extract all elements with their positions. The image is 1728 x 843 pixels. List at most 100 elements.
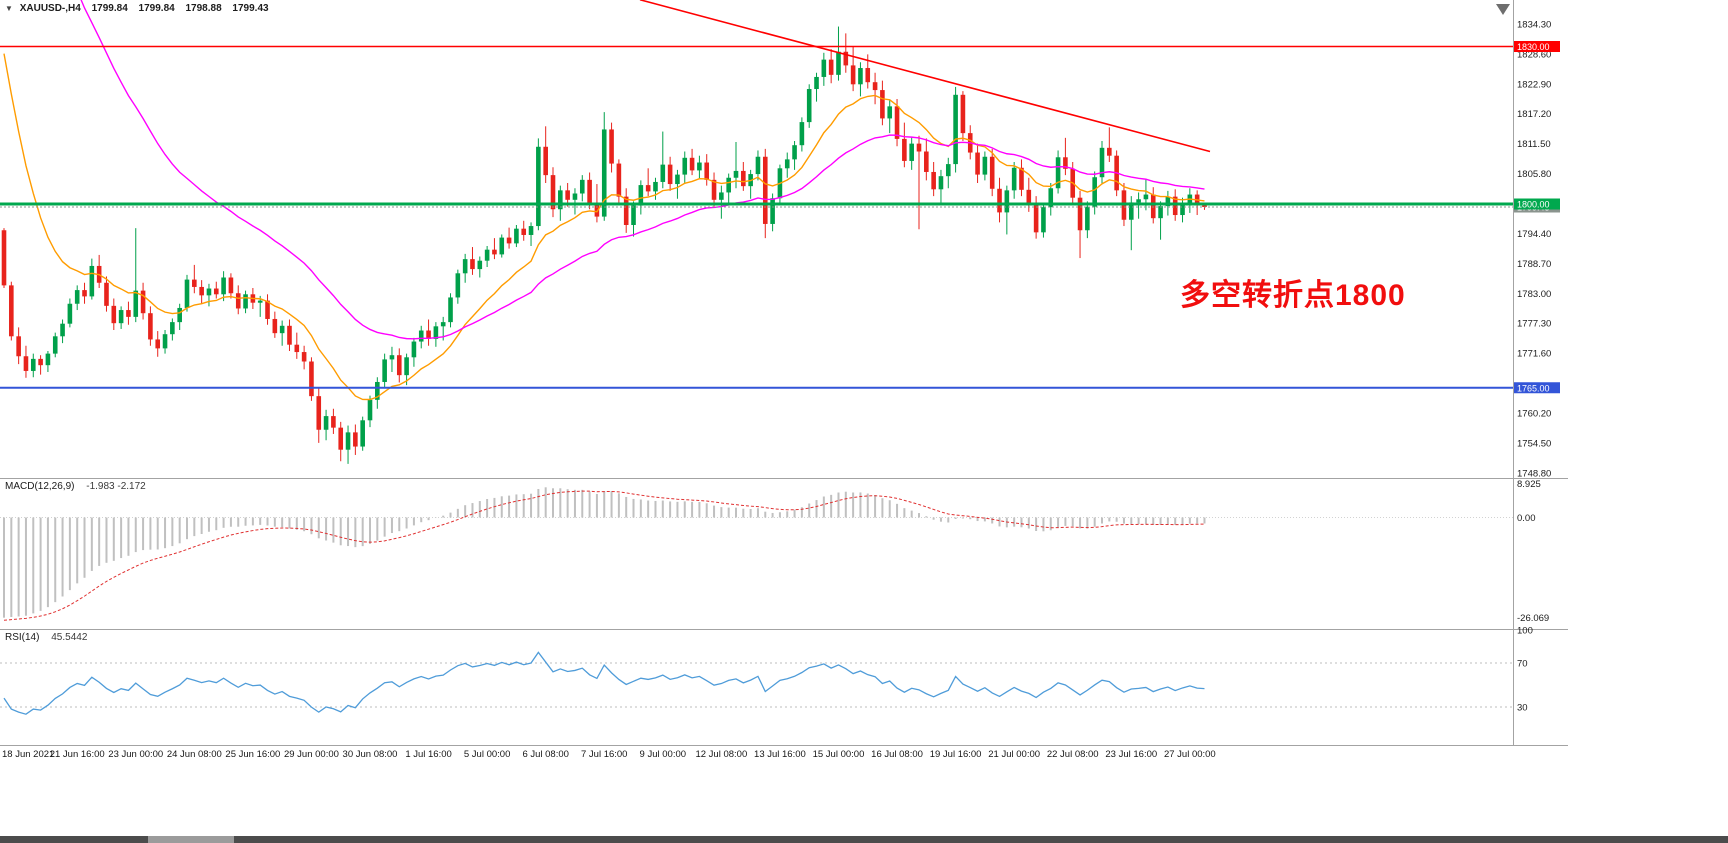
badge-1765: 1765.00 [1514,382,1560,394]
price-axis-label: 1805.80 [1517,169,1551,180]
candle-bull [367,399,373,421]
candle-bull [945,164,951,177]
candle-bear [16,336,21,357]
candle-bear [38,358,43,366]
candle-bull [1011,167,1017,191]
descending-trendline[interactable] [639,0,1211,153]
candle-bull [1143,194,1149,200]
candle-bull [799,122,805,146]
candle-bear [426,330,431,339]
candle-bull [1092,177,1097,207]
time-axis-label: 6 Jul 08:00 [522,749,568,760]
candle-bull [836,51,841,75]
candle-bull [455,273,461,298]
time-axis-label: 29 Jun 00:00 [284,749,339,760]
candle-bear [872,82,878,91]
macd-axis-label: 0.00 [1517,513,1536,524]
candle-bear [265,300,270,319]
ma-fast-orange-line[interactable] [3,53,1205,401]
candle-bull [821,59,827,77]
candle-bull [1099,147,1105,178]
candle-bear [931,171,936,190]
candle-bull [118,310,124,324]
candle-bear [960,94,966,134]
candle-bull [345,432,351,450]
candle-bull [1048,188,1054,208]
candle-bear [9,285,14,337]
candle-bear [111,305,117,324]
svg-text:1830.00: 1830.00 [1517,42,1550,52]
candle-bear [235,293,241,309]
symbol-dropdown-icon: ▼ [5,4,13,13]
candle-bear [645,185,651,192]
rsi-axis[interactable]: 100 70 30 [1517,626,1533,714]
candle-bull [726,177,731,193]
candle-bear [294,344,300,353]
candle-bull [770,198,775,224]
candle-bull [697,162,702,171]
candle-bear [316,396,322,430]
candle-bull [1136,199,1141,203]
time-axis-label: 25 Jun 16:00 [225,749,280,760]
candle-bull [579,179,585,194]
candle-bull [1041,207,1046,233]
candle-bull [133,290,139,317]
price-axis-label: 1754.50 [1517,438,1551,449]
candle-bull [1165,196,1171,207]
candle-bear [1019,167,1024,190]
candle-bull [170,322,175,335]
candle-bear [762,156,768,224]
chart-shift-marker[interactable] [1496,4,1510,15]
candle-bull [89,265,95,297]
time-axis-label: 12 Jul 08:00 [695,749,747,760]
ohlc-low: 1798.88 [185,3,222,14]
candle-bull [433,326,439,339]
ohlc-readout: ▼ XAUUSD-,H4 1799.84 1799.84 1798.88 179… [5,3,269,14]
candle-bull [52,336,58,354]
scrollbar-thumb[interactable] [148,836,234,843]
time-axis-label: 22 Jul 08:00 [1047,749,1099,760]
candle-bull [558,190,563,210]
bottom-scrollbar [0,836,1728,843]
time-axis-label: 23 Jun 00:00 [108,749,163,760]
ma-slow-magenta-line[interactable] [4,0,1205,340]
candle-bear [287,325,292,345]
annotation-text[interactable]: 多空转折点1800 [1180,279,1406,312]
candle-bear [506,237,512,244]
macd-axis[interactable]: 8.925 0.00 -26.069 [1517,479,1549,624]
rsi-line [3,651,1205,715]
candle-bull [675,174,680,185]
time-axis-label: 23 Jul 16:00 [1105,749,1157,760]
price-axis-label: 1822.90 [1517,79,1551,90]
candle-bear [565,190,570,200]
candle-bull [982,156,988,175]
ohlc-open: 1799.84 [91,3,128,14]
candle-bear [148,313,153,340]
candle-bull [660,164,666,182]
candle-bull [601,129,607,217]
candle-bear [1172,196,1178,216]
macd-signal-line [3,490,1205,621]
candle-bear [916,143,922,152]
candle-bear [199,286,204,296]
candle-bear [623,196,629,225]
candle-bear [989,156,995,189]
candle-bear [587,179,592,203]
time-axis-label: 21 Jun 16:00 [50,749,105,760]
candle-bear [741,170,746,187]
candle-bull [536,146,541,227]
macd-indicator-label: MACD(12,26,9) -1.983 -2.172 [5,481,146,492]
badge-1800: 1800.00 [1514,198,1560,210]
candle-bull [60,323,65,337]
candle-bear [309,361,314,397]
candle-bear [997,188,1002,213]
price-axis[interactable]: 1834.30 1828.60 1822.90 1817.20 1811.50 1805.… [1517,19,1551,479]
candle-bull [418,330,424,342]
candle-bear [470,259,475,270]
candle-bear [850,65,856,85]
candle-bear [353,432,358,447]
candle-bear [704,162,710,180]
